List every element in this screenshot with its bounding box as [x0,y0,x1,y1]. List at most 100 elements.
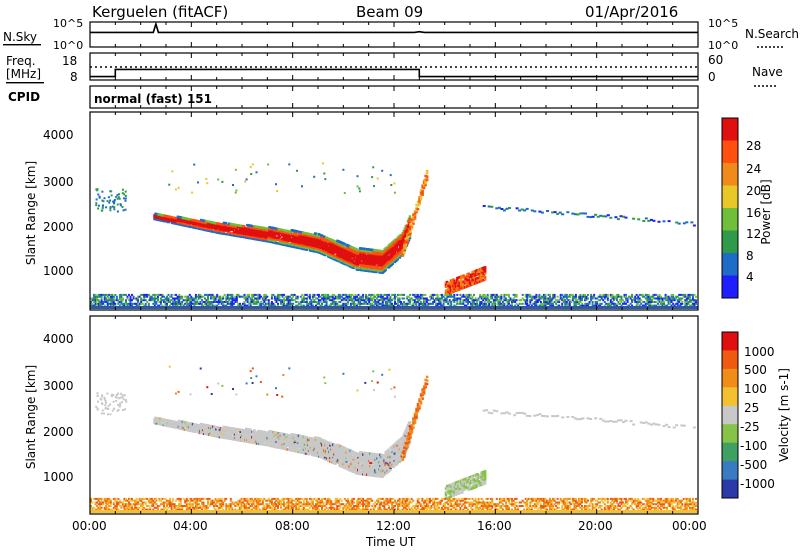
echo-cell [681,293,684,296]
echo-cell [295,295,298,298]
echo-cell [450,302,453,305]
echo-cell [476,299,479,302]
echo-cell [367,266,370,269]
echo-cell [273,299,276,302]
echo-cell [111,302,114,305]
echo-cell [620,304,623,307]
echo-cell [277,293,279,296]
echo-cell [163,295,165,298]
echo-cell [637,295,640,298]
echo-cell [373,266,376,270]
echo-cell [424,183,427,187]
echo-cell [232,299,235,302]
echo-cell [413,214,417,217]
echo-cell [251,163,254,166]
echo-cell [349,304,352,307]
echo-cell [473,274,477,277]
echo-cell [515,299,518,302]
echo-cell [169,304,171,307]
echo-cell [594,301,597,303]
echo-cell [603,293,606,296]
echo-cell [170,425,174,428]
echo-cell [646,293,649,296]
echo-cell [182,299,185,302]
echo-cell [585,297,588,300]
echo-cell [576,299,579,302]
echo-cell [676,302,679,305]
echo-cell [172,301,175,303]
echo-cell [371,293,374,296]
echo-cell [94,299,97,302]
echo-cell [277,233,280,236]
echo-cell [456,297,459,300]
echo-cell [118,301,121,303]
echo-cell [176,299,179,302]
echo-cell [175,301,178,303]
echo-cell [544,297,547,300]
echo-cell [483,304,486,307]
echo-cell [472,282,475,286]
echo-cell [543,299,545,302]
echo-cell [131,302,133,305]
echo-cell [356,255,359,259]
echo-cell [649,304,652,307]
echo-cell [229,295,232,298]
echo-cell [302,299,305,302]
echo-cell [327,293,330,296]
echo-cell [524,302,527,305]
echo-cell [400,301,403,303]
echo-cell [667,301,670,303]
echo-cell [464,281,468,284]
echo-cell [322,295,325,298]
echo-cell [491,304,494,307]
echo-cell [93,295,95,298]
echo-cell [477,299,480,302]
colorbar-swatch [722,230,738,254]
echo-cell [427,304,430,307]
echo-cell [243,293,246,296]
echo-cell [377,267,380,270]
echo-cell [275,297,278,300]
echo-cell [119,204,122,207]
echo-cell [121,293,124,296]
echo-cell [591,304,594,307]
echo-cell [191,299,194,302]
echo-cell [345,302,348,305]
echo-cell [461,285,464,288]
echo-cell [533,297,536,300]
echo-cell [459,293,462,296]
echo-cell [363,249,366,252]
echo-cell [298,236,302,239]
echo-cell [245,431,248,434]
echo-cell [169,299,171,302]
echo-cell [187,304,190,307]
echo-cell [526,293,529,296]
echo-cell [401,304,404,307]
echo-cell [511,304,513,307]
echo-cell [286,441,290,444]
echo-cell [599,295,602,298]
echo-cell [358,254,361,257]
echo-cell [538,304,541,307]
echo-cell [332,252,335,255]
echo-cell [565,301,568,303]
echo-cell [348,295,351,298]
echo-cell [380,295,383,298]
echo-cell [679,304,682,307]
echo-cell [256,236,259,239]
echo-cell [466,281,469,284]
echo-cell [106,293,109,296]
echo-cell [346,295,349,298]
echo-cell [409,297,412,300]
echo-cell [190,299,193,302]
echo-cell [372,293,375,296]
echo-cell [243,301,246,303]
echo-cell [117,301,120,303]
echo-cell [184,299,187,302]
echo-cell [351,259,354,262]
echo-cell [195,226,199,230]
echo-cell [481,273,484,276]
echo-cell [308,293,311,296]
echo-cell [311,248,315,251]
echo-cell [270,295,273,298]
